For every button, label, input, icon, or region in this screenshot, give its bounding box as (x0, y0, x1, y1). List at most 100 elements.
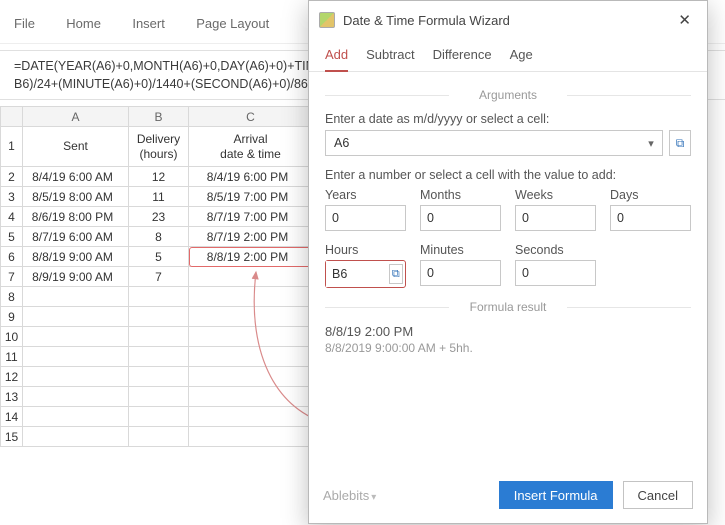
cell[interactable] (129, 327, 189, 347)
row-header[interactable]: 15 (1, 427, 23, 447)
tab-subtract[interactable]: Subtract (366, 41, 414, 71)
cell[interactable]: 8/7/19 6:00 AM (23, 227, 129, 247)
row-header[interactable]: 6 (1, 247, 23, 267)
ribbon-tab-insert[interactable]: Insert (118, 10, 179, 37)
row-header[interactable]: 4 (1, 207, 23, 227)
row-header[interactable]: 12 (1, 367, 23, 387)
days-label: Days (610, 188, 691, 202)
row-header[interactable]: 10 (1, 327, 23, 347)
row-header[interactable]: 14 (1, 407, 23, 427)
cell[interactable] (23, 387, 129, 407)
dialog-titlebar: Date & Time Formula Wizard ✕ (309, 1, 707, 39)
cell[interactable]: 8/6/19 8:00 PM (23, 207, 129, 227)
range-picker-icon[interactable]: ⧉ (669, 130, 691, 156)
cell[interactable] (189, 327, 313, 347)
row-header[interactable]: 7 (1, 267, 23, 287)
ribbon-tab-home[interactable]: Home (52, 10, 115, 37)
cell[interactable]: 7 (129, 267, 189, 287)
cell[interactable] (189, 367, 313, 387)
tab-add[interactable]: Add (325, 41, 348, 72)
ribbon-tab-file[interactable]: File (0, 10, 49, 37)
years-label: Years (325, 188, 406, 202)
cell[interactable] (129, 347, 189, 367)
cell[interactable]: 8/9/19 9:00 AM (23, 267, 129, 287)
cell[interactable] (129, 387, 189, 407)
chevron-down-icon: ▾ (371, 492, 376, 503)
cell[interactable]: 8/7/19 2:00 PM (189, 227, 313, 247)
cell[interactable] (129, 307, 189, 327)
days-input[interactable] (610, 205, 691, 231)
cell[interactable] (189, 287, 313, 307)
cell[interactable]: Delivery(hours) (129, 127, 189, 167)
row-header[interactable]: 8 (1, 287, 23, 307)
date-prompt-label: Enter a date as m/d/yyyy or select a cel… (325, 112, 691, 126)
seconds-label: Seconds (515, 243, 596, 257)
hours-range-picker-icon[interactable]: ⧉ (389, 264, 403, 284)
col-header-c[interactable]: C (189, 107, 313, 127)
col-header-b[interactable]: B (129, 107, 189, 127)
close-icon[interactable]: ✕ (672, 9, 697, 31)
weeks-input[interactable] (515, 205, 596, 231)
cell[interactable]: 8 (129, 227, 189, 247)
cell[interactable] (23, 347, 129, 367)
weeks-label: Weeks (515, 188, 596, 202)
cell[interactable]: 8/5/19 7:00 PM (189, 187, 313, 207)
cell[interactable] (129, 427, 189, 447)
cell[interactable]: 8/7/19 7:00 PM (189, 207, 313, 227)
minutes-input[interactable] (420, 260, 501, 286)
tab-age[interactable]: Age (510, 41, 533, 71)
ribbon-tab-pagelayout[interactable]: Page Layout (182, 10, 283, 37)
cell[interactable]: 8/5/19 8:00 AM (23, 187, 129, 207)
cell[interactable] (23, 307, 129, 327)
cell[interactable] (23, 327, 129, 347)
row-header[interactable]: 2 (1, 167, 23, 187)
cancel-button[interactable]: Cancel (623, 481, 693, 509)
cell[interactable]: 8/4/19 6:00 AM (23, 167, 129, 187)
row-header[interactable]: 11 (1, 347, 23, 367)
wizard-icon (319, 12, 335, 28)
col-header-a[interactable]: A (23, 107, 129, 127)
cell[interactable]: Arrivaldate & time (189, 127, 313, 167)
cell[interactable]: 11 (129, 187, 189, 207)
brand-label[interactable]: Ablebits▾ (323, 488, 376, 503)
cell[interactable] (189, 267, 313, 287)
cell[interactable] (189, 307, 313, 327)
cell[interactable]: Sent (23, 127, 129, 167)
hours-label: Hours (325, 243, 406, 257)
row-header[interactable]: 5 (1, 227, 23, 247)
cell[interactable] (129, 367, 189, 387)
months-input[interactable] (420, 205, 501, 231)
cell[interactable] (23, 427, 129, 447)
cell[interactable]: 12 (129, 167, 189, 187)
cell[interactable]: 8/8/19 9:00 AM (23, 247, 129, 267)
cell[interactable] (23, 367, 129, 387)
cell[interactable]: 5 (129, 247, 189, 267)
cell[interactable] (189, 407, 313, 427)
row-header[interactable]: 3 (1, 187, 23, 207)
cell[interactable]: 8/4/19 6:00 PM (189, 167, 313, 187)
cell[interactable] (23, 287, 129, 307)
row-header[interactable]: 1 (1, 127, 23, 167)
tab-difference[interactable]: Difference (433, 41, 492, 71)
select-all[interactable] (1, 107, 23, 127)
chevron-down-icon[interactable]: ▾ (640, 137, 662, 150)
cell[interactable]: 8/8/19 2:00 PM (189, 247, 313, 267)
seconds-input[interactable] (515, 260, 596, 286)
row-header[interactable]: 13 (1, 387, 23, 407)
minutes-label: Minutes (420, 243, 501, 257)
cell[interactable] (23, 407, 129, 427)
cell[interactable] (129, 287, 189, 307)
insert-formula-button[interactable]: Insert Formula (499, 481, 613, 509)
years-input[interactable] (325, 205, 406, 231)
cell[interactable] (189, 387, 313, 407)
row-header[interactable]: 9 (1, 307, 23, 327)
cell[interactable]: 23 (129, 207, 189, 227)
cell[interactable] (129, 407, 189, 427)
result-heading: Formula result (325, 300, 691, 314)
date-cell-input[interactable] (326, 131, 640, 155)
arguments-heading: Arguments (325, 88, 691, 102)
cell[interactable] (189, 427, 313, 447)
hours-input[interactable] (326, 261, 383, 287)
datetime-wizard-dialog: Date & Time Formula Wizard ✕ Add Subtrac… (308, 0, 708, 524)
cell[interactable] (189, 347, 313, 367)
